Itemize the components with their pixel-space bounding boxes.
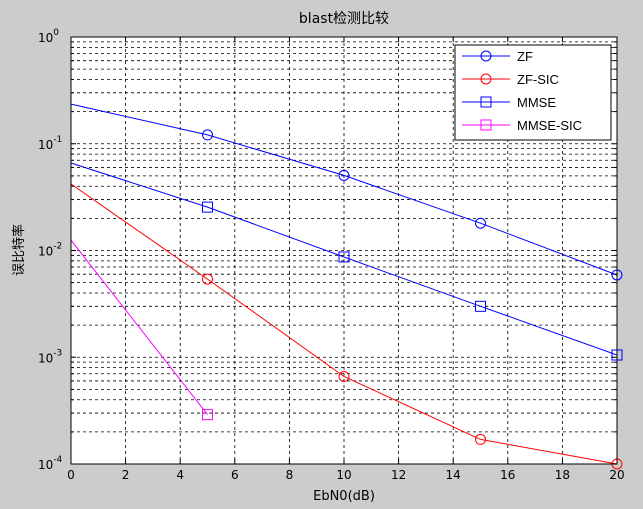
label-layer: 0 2 4 6 8 10 12 14 16 18 20 10-4 10-3 10-2 10-1 100 [38, 28, 625, 482]
x-tick-label: 6 [231, 468, 239, 482]
data-point-zf-sic [202, 273, 213, 285]
data-point-zf [475, 217, 486, 229]
y-axis-label: 误比特率 [11, 224, 27, 276]
y-tick-label: 10-1 [38, 135, 62, 152]
x-tick-label: 20 [609, 468, 624, 482]
legend: ZF ZF-SIC MMSE MMSE-SIC [454, 44, 612, 141]
y-tick-label: 100 [38, 28, 59, 45]
legend-label-mmse: MMSE [517, 95, 556, 110]
grid-layer [71, 37, 617, 464]
data-point-mmse-sic [202, 409, 213, 421]
data-point-mmse [338, 251, 350, 263]
tick-layer [70, 36, 618, 465]
chart-title: blast检测比较 [299, 11, 389, 27]
y-tick-label: 10-4 [38, 455, 63, 472]
x-tick-label: 12 [391, 468, 406, 482]
x-tick-label: 0 [67, 468, 75, 482]
data-point-zf [338, 169, 350, 181]
legend-label-zf-sic: ZF-SIC [517, 72, 559, 87]
legend-marker-mmse [480, 96, 492, 108]
x-tick-label: 16 [500, 468, 515, 482]
series-line-zf-sic [70, 183, 618, 465]
series-layer [70, 103, 623, 470]
x-tick-label: 14 [446, 468, 461, 482]
x-tick-label: 4 [176, 468, 184, 482]
data-point-zf-sic [338, 371, 350, 383]
series-line-mmse [70, 162, 618, 356]
data-point-mmse [475, 300, 486, 312]
data-point-zf-sic [475, 433, 486, 445]
legend-label-mmse-sic: MMSE-SIC [517, 118, 582, 133]
series-line-zf [70, 103, 618, 276]
series-line-mmse-sic [70, 239, 208, 415]
legend-marker-zf [480, 50, 492, 62]
x-tick-label: 10 [336, 468, 351, 482]
x-axis-label: EbN0(dB) [313, 489, 375, 504]
data-point-mmse [202, 201, 213, 213]
legend-label-zf: ZF [517, 49, 533, 64]
x-tick-label: 8 [286, 468, 294, 482]
y-tick-label: 10-2 [38, 242, 62, 259]
data-point-zf [202, 129, 213, 141]
x-tick-label: 18 [555, 468, 570, 482]
y-tick-label: 10-3 [38, 348, 62, 365]
legend-marker-zf-sic [480, 73, 492, 85]
x-tick-label: 2 [122, 468, 130, 482]
legend-marker-mmse-sic [480, 119, 492, 131]
